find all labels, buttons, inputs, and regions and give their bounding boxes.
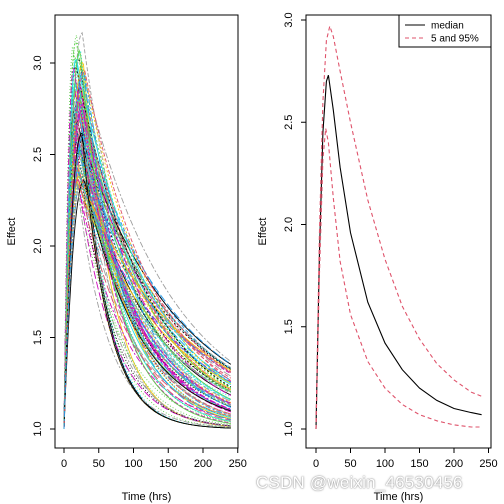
simulated-curve (63, 145, 232, 430)
percentile-line (315, 128, 482, 430)
simulated-curve (63, 142, 231, 430)
y-tick-label: 3.0 (283, 12, 295, 27)
x-tick-label: 50 (344, 458, 356, 470)
simulated-curve (63, 129, 231, 430)
simulated-curve (63, 170, 232, 430)
simulated-curve (63, 134, 231, 430)
simulated-curve (63, 106, 231, 430)
legend-box (398, 14, 492, 48)
median-line (315, 75, 482, 430)
simulated-curve (63, 136, 232, 430)
simulated-curve (63, 173, 231, 430)
legend: median 5 and 95% (398, 14, 492, 48)
simulated-curve (63, 152, 231, 430)
simulated-curve (63, 112, 232, 430)
simulated-curve (63, 86, 231, 430)
y-tick-label: 3.0 (32, 55, 44, 70)
simulated-curve (63, 173, 231, 430)
simulated-curve (63, 156, 232, 430)
x-tick-label: 250 (479, 458, 497, 470)
simulated-curve (63, 147, 231, 430)
simulated-curve (63, 67, 231, 430)
x-tick-label: 100 (124, 458, 142, 470)
x-tick-label: 150 (410, 458, 428, 470)
x-tick-label: 100 (376, 458, 394, 470)
watermark: CSDN @weixin_46530456 (256, 473, 463, 492)
curves-group (63, 31, 232, 430)
simulated-curve (63, 162, 232, 430)
y-axis-label: Effect (257, 218, 269, 246)
y-tick-label: 1.0 (32, 421, 44, 436)
plot-frame (305, 14, 492, 449)
x-tick-label: 200 (445, 458, 463, 470)
simulated-curve (63, 97, 231, 430)
simulated-curve (63, 175, 232, 430)
panel-left: 0 50 100 150 200 250 1.0 1.5 2.0 2.5 3.0 Time (hrs)… (6, 14, 247, 503)
simulated-curve (63, 64, 232, 430)
simulated-curve (63, 109, 232, 430)
y-tick-label: 2.5 (32, 147, 44, 162)
x-axis-label: Time (hrs) (374, 491, 424, 503)
simulated-curve (63, 132, 231, 430)
plot-frame (54, 14, 239, 449)
simulated-curve (63, 69, 232, 430)
x-tick-label: 150 (159, 458, 177, 470)
simulated-curve (63, 179, 231, 430)
x-tick-label: 0 (313, 458, 319, 470)
simulated-curve (63, 49, 231, 430)
simulated-curve (63, 176, 231, 430)
simulated-curve (63, 104, 232, 430)
x-axis-label: Time (hrs) (122, 491, 172, 503)
legend-label: median (431, 21, 464, 32)
x-tick-label: 200 (194, 458, 212, 470)
simulated-curve (63, 151, 231, 430)
simulated-curve (63, 99, 231, 430)
y-tick-label: 2.0 (32, 238, 44, 253)
simulated-curve (63, 68, 231, 430)
percentile-line (315, 24, 482, 430)
x-tick-label: 50 (93, 458, 105, 470)
simulated-curve (63, 111, 232, 430)
simulated-curve (63, 169, 232, 430)
legend-label: 5 and 95% (431, 34, 479, 45)
simulated-curve (63, 116, 232, 430)
y-tick-label: 2.0 (283, 217, 295, 232)
y-axis-label: Effect (6, 218, 18, 246)
simulated-curve (63, 35, 231, 430)
simulated-curve (63, 70, 232, 430)
simulated-curve (63, 148, 231, 430)
simulated-curve (63, 174, 232, 430)
simulated-curve (63, 47, 231, 430)
panel-right: 0 50 100 150 200 250 1.0 1.5 2.0 2.5 3.0 Time (hrs)… (257, 12, 498, 503)
y-tick-label: 1.5 (283, 319, 295, 334)
y-tick-label: 1.5 (32, 330, 44, 345)
x-tick-label: 0 (61, 458, 67, 470)
simulated-curve (63, 180, 231, 430)
y-tick-label: 2.5 (283, 115, 295, 130)
y-tick-label: 1.0 (283, 421, 295, 436)
x-tick-label: 250 (229, 458, 247, 470)
